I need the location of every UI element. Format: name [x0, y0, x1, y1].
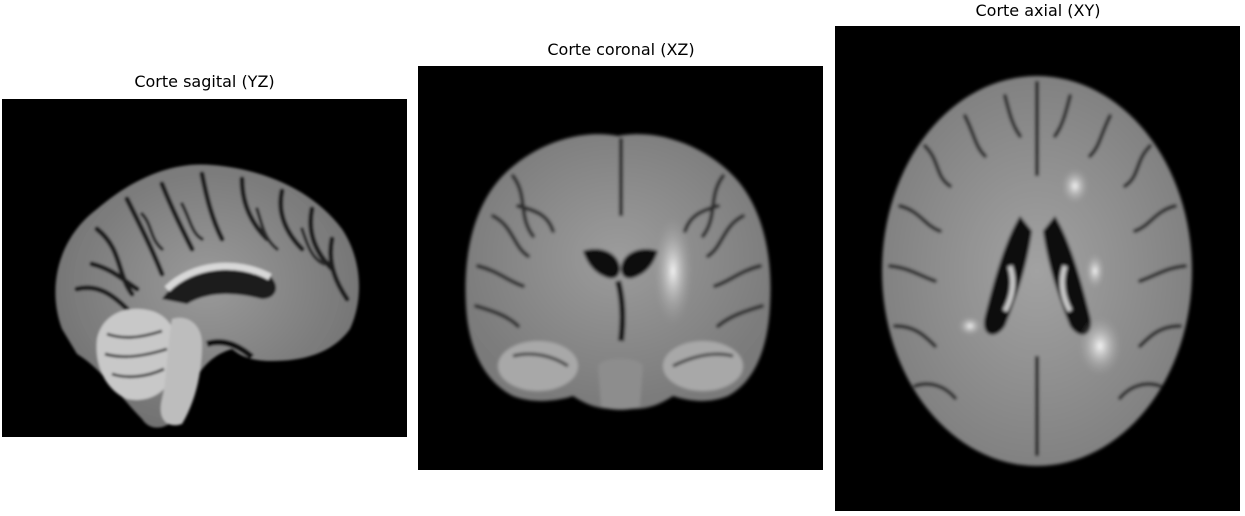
sagittal-slice-image: [2, 99, 407, 437]
sagittal-title: Corte sagital (YZ): [134, 72, 275, 91]
coronal-panel: Corte coronal (XZ): [417, 40, 825, 471]
sagittal-panel: Corte sagital (YZ): [0, 72, 409, 438]
axial-slice-image: [835, 26, 1240, 511]
axial-panel: Corte axial (XY): [833, 1, 1243, 513]
coronal-title: Corte coronal (XZ): [547, 40, 695, 59]
axial-title: Corte axial (XY): [975, 1, 1101, 20]
coronal-slice-image: [418, 66, 823, 470]
